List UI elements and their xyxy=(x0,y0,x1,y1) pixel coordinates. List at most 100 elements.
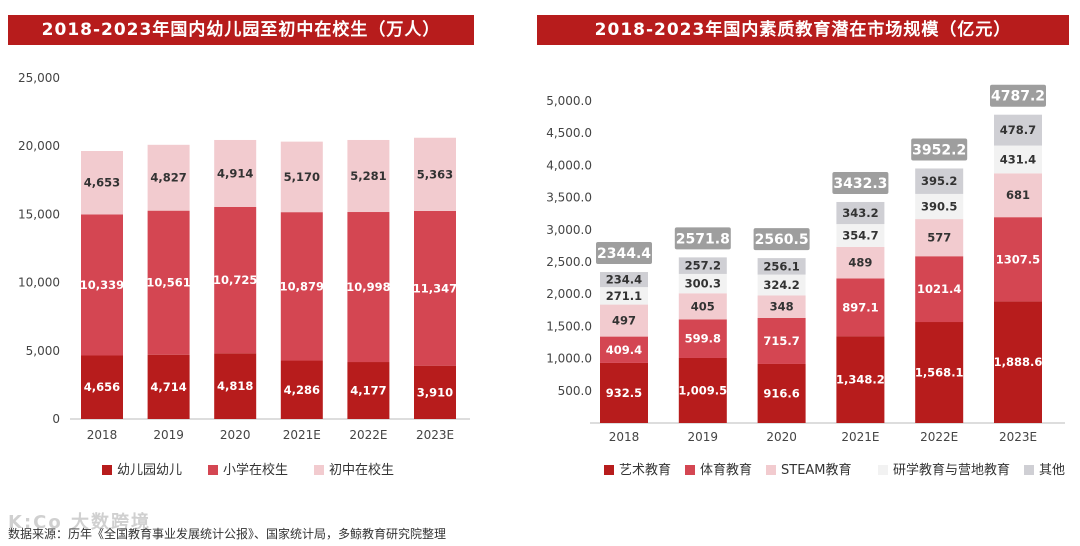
bar-segment xyxy=(678,319,727,358)
total-label: 3432.3 xyxy=(833,176,887,192)
data-label: 1021.4 xyxy=(917,282,961,296)
total-label-box xyxy=(990,84,1046,107)
legend-swatch xyxy=(314,465,324,475)
bar-segment xyxy=(600,362,648,423)
data-label: 10,998 xyxy=(346,280,390,294)
bar-segment xyxy=(994,301,1042,423)
bar-segment xyxy=(994,217,1042,302)
data-label: 715.7 xyxy=(763,334,799,348)
data-label: 3,910 xyxy=(417,385,453,399)
bar-segment xyxy=(915,322,964,423)
data-label: 681 xyxy=(1006,188,1030,202)
data-label: 4,177 xyxy=(350,384,386,398)
bar-segment xyxy=(836,278,885,337)
x-tick-label: 2020 xyxy=(766,430,797,444)
bar-segment xyxy=(347,139,390,213)
total-label: 2571.8 xyxy=(676,231,730,247)
market-size-stacked-bar-chart: 500.0 1,000.0 1,500.0 2,000.0 2,500.0 3,000.0… xyxy=(546,84,1065,478)
y-tick-label: 5,000.0 xyxy=(546,94,592,108)
source-note: 数据来源：历年《全国教育事业发展统计公报》、国家统计局，多鲸教育研究院整理 xyxy=(8,527,447,541)
data-label: 1,348.2 xyxy=(836,373,885,387)
data-label: 4,286 xyxy=(284,383,320,397)
data-label: 932.5 xyxy=(606,386,642,400)
x-tick-label: 2022E xyxy=(920,430,958,444)
data-label: 10,339 xyxy=(80,278,124,292)
enrollment-stacked-bar-chart: 0 5,000 10,000 15,000 20,000 25,000 4,656 10,33… xyxy=(18,71,470,478)
x-tick-label: 2020 xyxy=(220,428,251,442)
bar-segment xyxy=(915,168,964,194)
bar-segment xyxy=(757,258,806,275)
bar-segment xyxy=(600,272,648,288)
bar-segment xyxy=(414,365,456,419)
legend-label: 体育教育 xyxy=(700,462,752,478)
y-tick-label: 3,500.0 xyxy=(546,191,592,205)
y-tick-label: 2,500.0 xyxy=(546,255,592,269)
x-tick-label: 2021E xyxy=(283,428,321,442)
data-label: 4,818 xyxy=(217,379,253,393)
bar-segment xyxy=(757,274,806,296)
data-label: 409.4 xyxy=(606,343,642,357)
data-label: 10,879 xyxy=(280,279,324,293)
bar-segment xyxy=(757,295,806,318)
bar-segment xyxy=(147,144,190,211)
data-label: 10,561 xyxy=(146,276,190,290)
total-label: 4787.2 xyxy=(991,89,1045,105)
bar-segment xyxy=(414,210,456,366)
data-label: 256.1 xyxy=(763,259,799,273)
bar-segment xyxy=(757,363,806,423)
bar-segment xyxy=(678,357,727,423)
bar-segment xyxy=(915,219,964,257)
bar-segment xyxy=(147,210,190,355)
y-tick-label: 5,000 xyxy=(26,344,60,358)
bar-segment xyxy=(81,151,123,215)
bar-segment xyxy=(836,224,885,247)
bar-segment xyxy=(147,354,190,419)
data-label: 354.7 xyxy=(842,228,878,242)
y-tick-label: 1,500.0 xyxy=(546,319,592,333)
bar-segment xyxy=(678,257,727,274)
data-label: 405 xyxy=(691,299,715,313)
total-label-box xyxy=(596,242,652,265)
data-label: 5,281 xyxy=(350,169,386,183)
data-label: 577 xyxy=(927,231,951,245)
watermark: K:Co 大数跨境 xyxy=(8,512,151,533)
legend-label: 艺术教育 xyxy=(619,462,671,478)
bar-segment xyxy=(915,256,964,323)
legend-swatch xyxy=(102,465,112,475)
bar-segment xyxy=(915,193,964,220)
legend-swatch xyxy=(878,465,888,475)
x-tick-label: 2023E xyxy=(999,430,1037,444)
total-label-box xyxy=(674,227,731,250)
bar-segment xyxy=(280,212,323,361)
total-label: 2560.5 xyxy=(755,232,809,248)
bar-segment xyxy=(214,206,257,354)
bar-segment xyxy=(347,212,390,363)
x-tick-label: 2018 xyxy=(609,430,640,444)
data-label: 4,827 xyxy=(150,171,186,185)
bar-segment xyxy=(836,201,885,225)
y-tick-label: 20,000 xyxy=(18,139,60,153)
bar-segment xyxy=(214,139,257,207)
legend-label: 其他 xyxy=(1039,463,1065,478)
data-label: 1,009.5 xyxy=(678,383,727,397)
data-label: 4,656 xyxy=(84,380,120,394)
total-label: 3952.2 xyxy=(912,142,966,158)
data-label: 1307.5 xyxy=(996,252,1040,266)
legend-label: STEAM教育 xyxy=(781,462,852,478)
total-label-box xyxy=(832,171,889,194)
data-label: 234.4 xyxy=(606,273,642,287)
bar-segment xyxy=(414,137,456,211)
legend-swatch xyxy=(208,465,218,475)
data-label: 489 xyxy=(848,256,872,270)
y-tick-label: 500.0 xyxy=(558,384,592,398)
data-label: 5,170 xyxy=(284,170,320,184)
data-label: 390.5 xyxy=(921,200,957,214)
legend-swatch xyxy=(604,465,614,475)
y-tick-label: 1,000.0 xyxy=(546,352,592,366)
data-label: 5,363 xyxy=(417,167,453,181)
data-label: 4,714 xyxy=(150,380,186,394)
data-label: 343.2 xyxy=(842,206,878,220)
data-label: 300.3 xyxy=(685,277,721,291)
legend-label: 小学在校生 xyxy=(223,462,288,478)
x-tick-label: 2018 xyxy=(87,428,118,442)
